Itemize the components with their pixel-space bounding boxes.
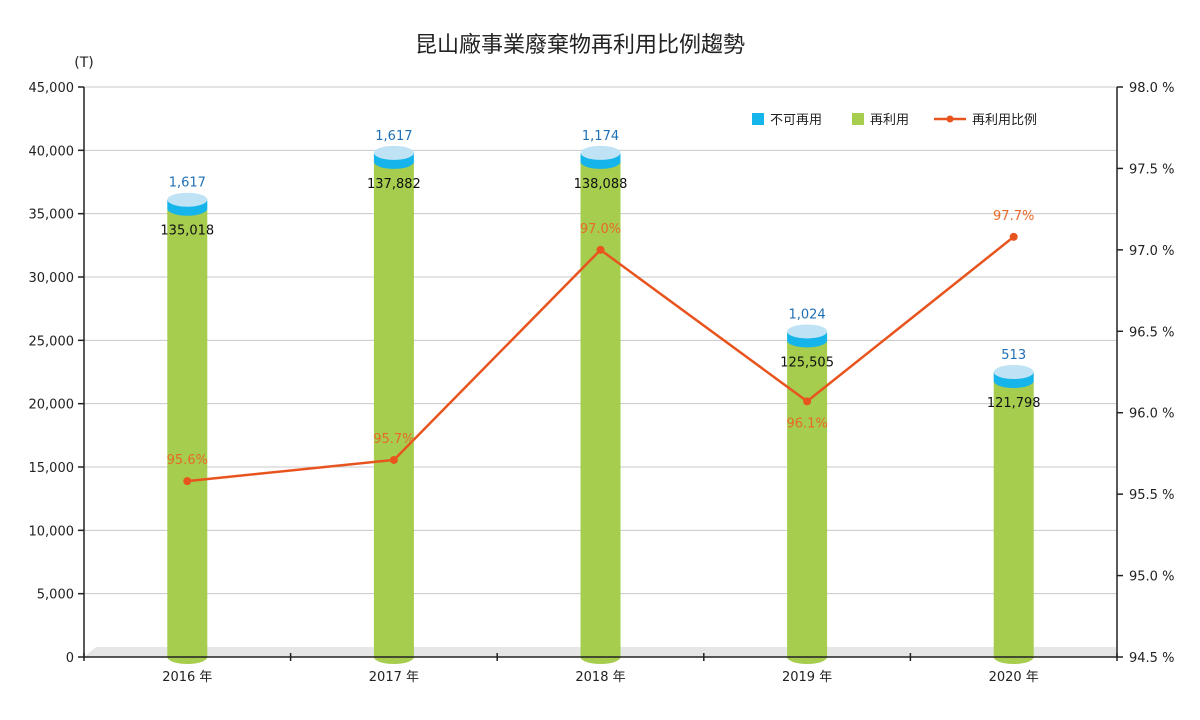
label-non-reusable: 513 [1001, 348, 1026, 363]
label-reuse: 138,088 [574, 177, 628, 192]
label-ratio: 95.7% [373, 432, 414, 447]
ratio-point [183, 477, 192, 486]
label-ratio: 97.7% [993, 209, 1034, 224]
data-labels: 1,617 135,018 1,617 137,882 1,174 138,088 1,02… [160, 129, 1040, 468]
left-tick-label: 25,000 [29, 334, 75, 349]
bar-reuse [993, 381, 1034, 664]
legend-label-reuse: 再利用 [870, 113, 909, 128]
x-tick-label: 2018 年 [575, 670, 625, 685]
axes: 0 5,000 10,000 15,000 20,000 25,000 30,000 35,0… [29, 81, 1175, 685]
right-tick-label: 96.0 % [1129, 407, 1174, 422]
label-reuse: 137,882 [367, 177, 421, 192]
label-non-reusable: 1,617 [169, 176, 206, 191]
bar-top [787, 324, 828, 339]
x-tick-label: 2019 年 [782, 670, 832, 685]
bars [167, 145, 1034, 664]
left-tick-label: 10,000 [29, 524, 75, 539]
right-tick-label: 95.5 % [1129, 488, 1174, 503]
x-tick-label: 2016 年 [162, 670, 212, 685]
bar-top [373, 145, 414, 160]
legend-marker-ratio [946, 115, 954, 123]
chart-title: 昆山廠事業廢棄物再利用比例趨勢 [415, 33, 745, 58]
legend-label-ratio: 再利用比例 [972, 113, 1037, 128]
label-non-reusable: 1,617 [375, 129, 412, 144]
left-tick-label: 0 [66, 651, 74, 666]
bar-reuse [787, 340, 828, 664]
bar-top [580, 145, 621, 160]
legend-label-non-reusable: 不可再用 [770, 113, 822, 128]
label-reuse: 125,505 [780, 355, 834, 370]
legend-swatch-reuse [852, 113, 864, 125]
bar-top [993, 365, 1034, 379]
label-ratio: 96.1% [786, 416, 827, 431]
legend-swatch-non-reusable [752, 113, 764, 125]
ratio-point [1009, 232, 1018, 241]
left-tick-label: 35,000 [29, 208, 75, 223]
left-tick-label: 45,000 [29, 81, 75, 96]
right-tick-label: 96.5 % [1129, 325, 1174, 340]
ratio-point [596, 245, 605, 254]
label-reuse: 135,018 [160, 224, 214, 239]
label-reuse: 121,798 [987, 396, 1041, 411]
ratio-line [183, 232, 1018, 486]
label-non-reusable: 1,174 [582, 129, 619, 144]
right-tick-label: 98.0 % [1129, 81, 1174, 96]
right-tick-label: 97.5 % [1129, 162, 1174, 177]
left-axis-unit: (T) [74, 55, 93, 71]
ratio-point [389, 455, 398, 464]
label-ratio: 95.6% [167, 453, 208, 468]
right-tick-label: 94.5 % [1129, 651, 1174, 666]
left-tick-label: 40,000 [29, 144, 75, 159]
right-tick-label: 97.0 % [1129, 244, 1174, 259]
legend: 不可再用 再利用 再利用比例 [752, 113, 1037, 128]
x-tick-label: 2020 年 [989, 670, 1039, 685]
ratio-point [803, 397, 812, 406]
left-tick-label: 20,000 [29, 398, 75, 413]
x-tick-label: 2017 年 [369, 670, 419, 685]
right-tick-label: 95.0 % [1129, 570, 1174, 585]
bar-reuse [167, 208, 208, 664]
left-tick-label: 30,000 [29, 271, 75, 286]
bar-reuse [580, 161, 621, 664]
bar-reuse [373, 161, 414, 664]
left-tick-label: 15,000 [29, 461, 75, 476]
left-tick-label: 5,000 [37, 588, 74, 603]
bar-top [167, 192, 208, 207]
label-ratio: 97.0% [580, 222, 621, 237]
label-non-reusable: 1,024 [788, 307, 825, 322]
